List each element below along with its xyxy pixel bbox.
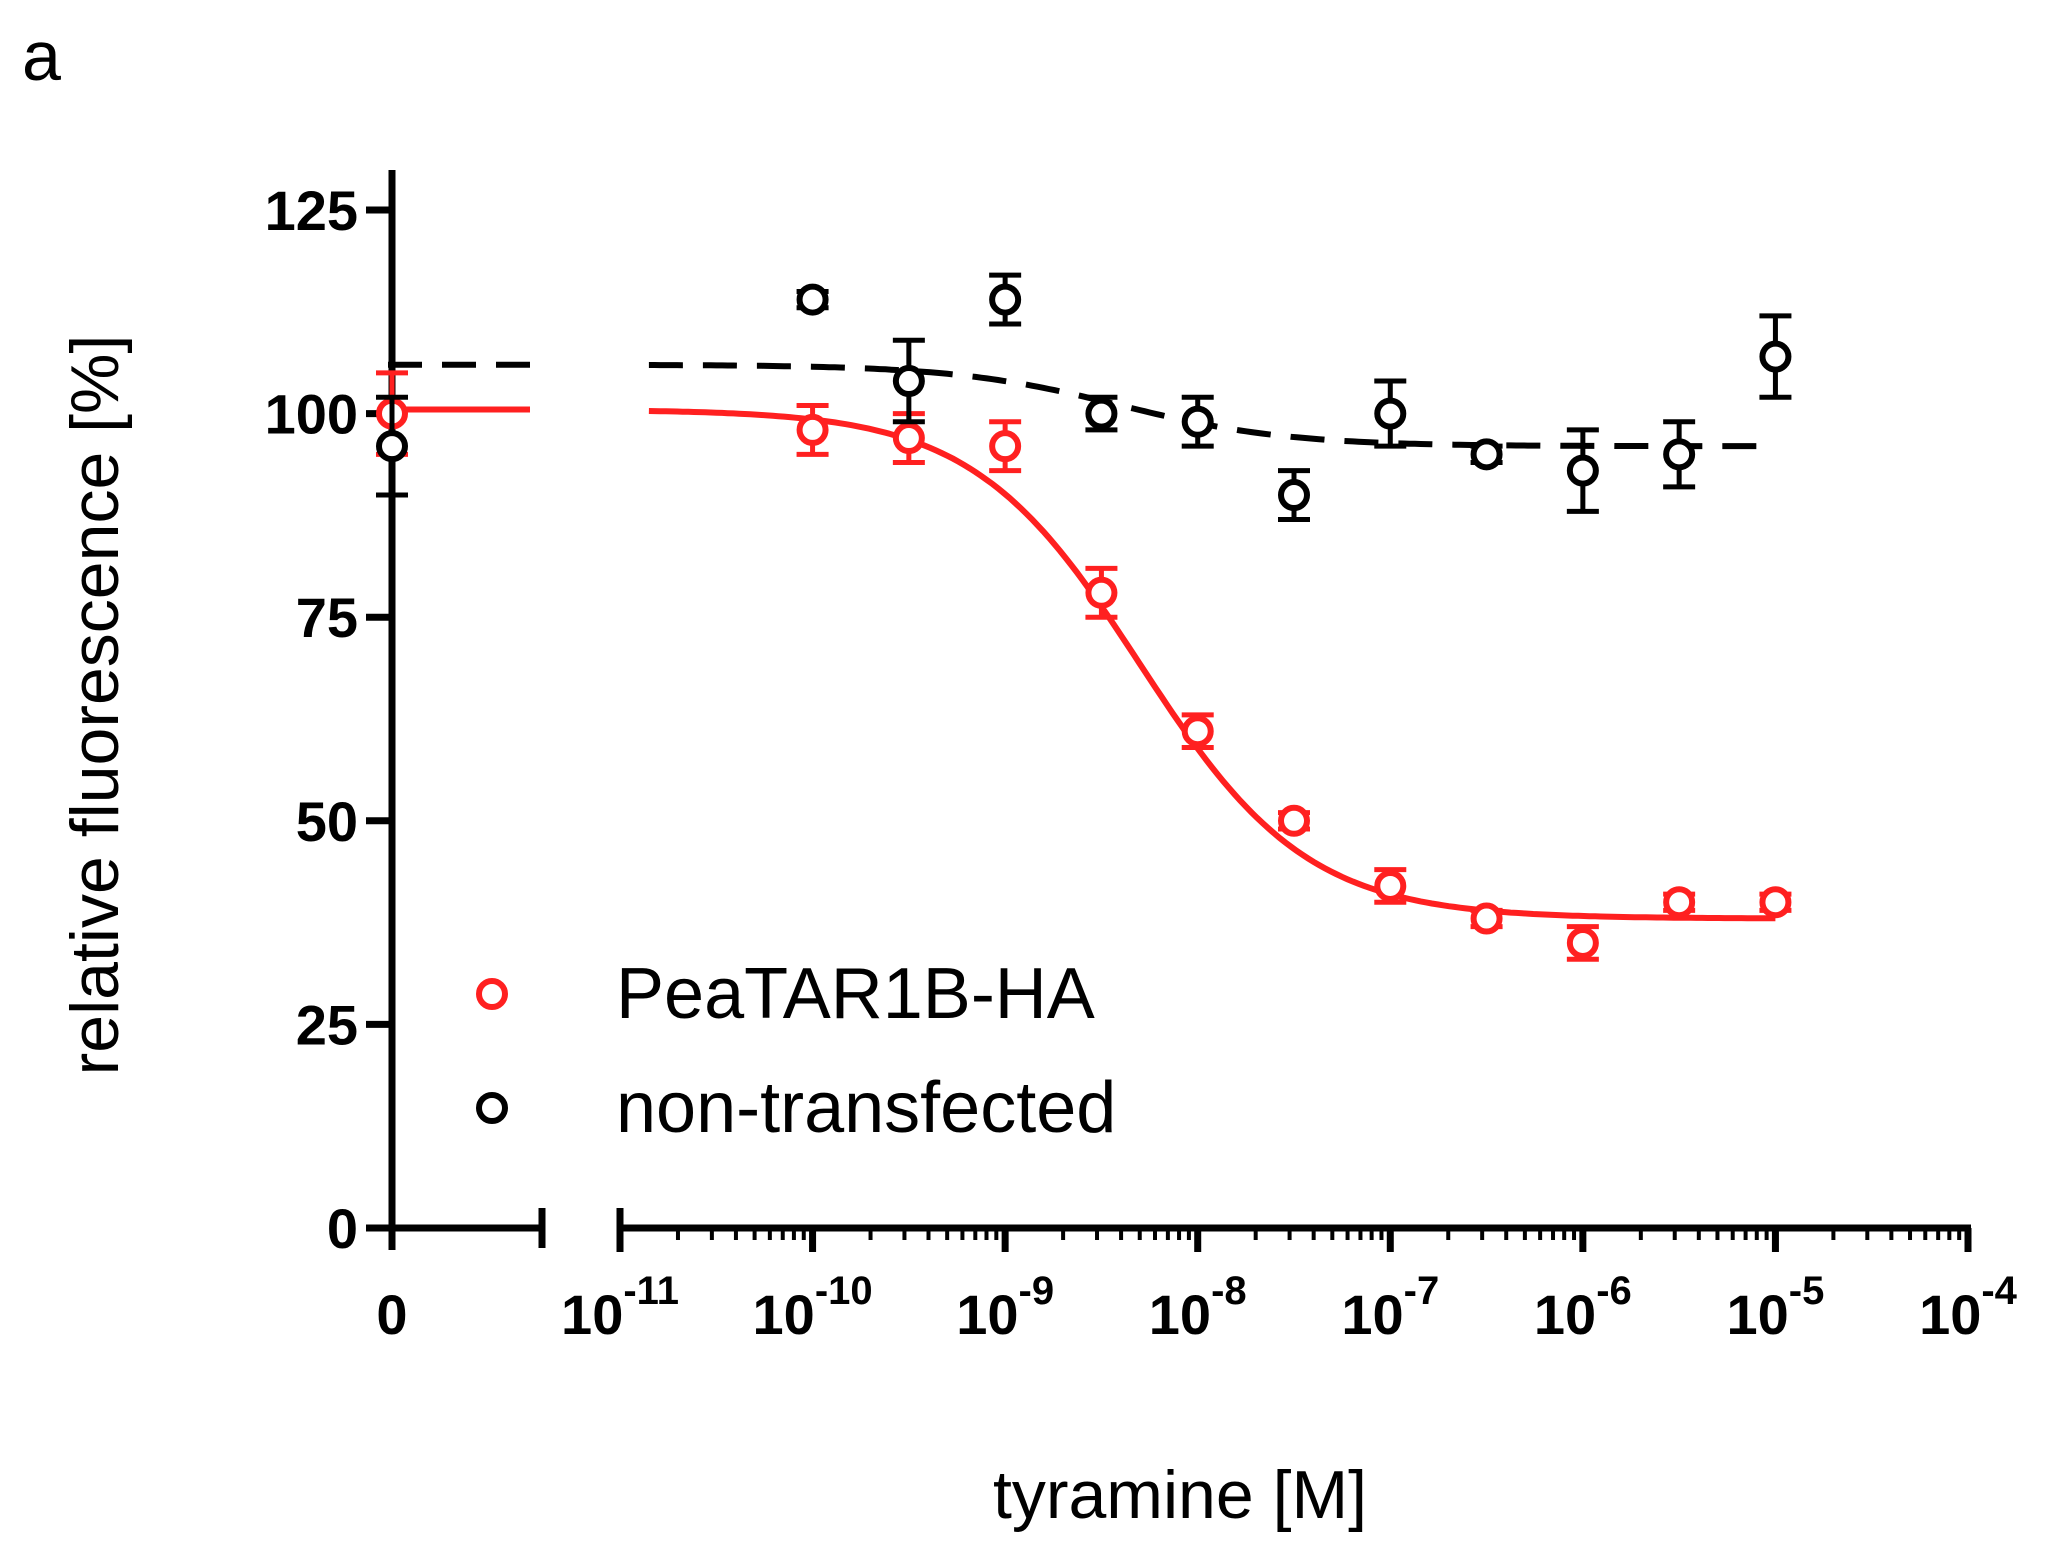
y-tick-label: 25 (296, 993, 358, 1056)
x-tick-label: 10-6 (1534, 1269, 1632, 1346)
data-point (1663, 438, 1696, 471)
x-tick-label: 10-7 (1341, 1269, 1439, 1346)
x-axis-title: tyramine [M] (993, 1457, 1367, 1533)
data-point (1663, 886, 1696, 919)
data-point (892, 365, 925, 398)
data-point (1470, 902, 1503, 935)
legend-marker (476, 978, 508, 1010)
data-point (989, 430, 1022, 463)
legend-marker (476, 1092, 508, 1124)
data-point (1374, 869, 1407, 902)
legend: PeaTAR1B-HA non-transfected (476, 954, 1116, 1148)
legend-label: PeaTAR1B-HA (616, 954, 1095, 1034)
axes: 0 25 50 75 100 125 0 10-11 10-10 10-9 10-8 10-7 10-6… (265, 170, 2018, 1346)
data-point (1085, 576, 1118, 609)
data-point (1759, 340, 1792, 373)
data-point (1181, 405, 1214, 438)
data-point (1566, 454, 1599, 487)
data-point (376, 430, 408, 463)
data-point (1470, 438, 1503, 471)
data-point (1566, 926, 1599, 959)
x-tick-label: 10-11 (561, 1269, 679, 1346)
panel-label: a (22, 17, 61, 95)
y-tick-label: 0 (327, 1197, 358, 1260)
x-tick-label: 10-9 (956, 1269, 1054, 1346)
data-point (989, 283, 1022, 316)
data-point (796, 283, 829, 316)
data-point (892, 422, 925, 455)
x-tick-label: 10-8 (1149, 1269, 1247, 1346)
y-tick-label: 125 (265, 179, 358, 242)
data-point (1181, 715, 1214, 748)
fit-curve (648, 408, 1776, 922)
data-point (1085, 397, 1118, 430)
data-point (1278, 804, 1310, 837)
data-point (1374, 397, 1407, 430)
x-tick-label: 10-4 (1919, 1269, 2018, 1346)
fit-curves (388, 361, 1776, 922)
data-points (376, 272, 1792, 962)
y-axis-title: relative fluorescence [%] (57, 335, 133, 1076)
data-point (796, 413, 829, 446)
x-tick-label: 10-5 (1726, 1269, 1824, 1346)
x-tick-label: 10-10 (753, 1269, 873, 1346)
y-tick-label: 50 (296, 790, 358, 853)
y-tick-label: 75 (296, 586, 358, 649)
data-point (1278, 479, 1310, 512)
data-point (1759, 886, 1792, 919)
y-tick-label: 100 (265, 383, 358, 446)
legend-label: non-transfected (616, 1068, 1116, 1148)
x-tick-label-zero: 0 (376, 1283, 407, 1346)
